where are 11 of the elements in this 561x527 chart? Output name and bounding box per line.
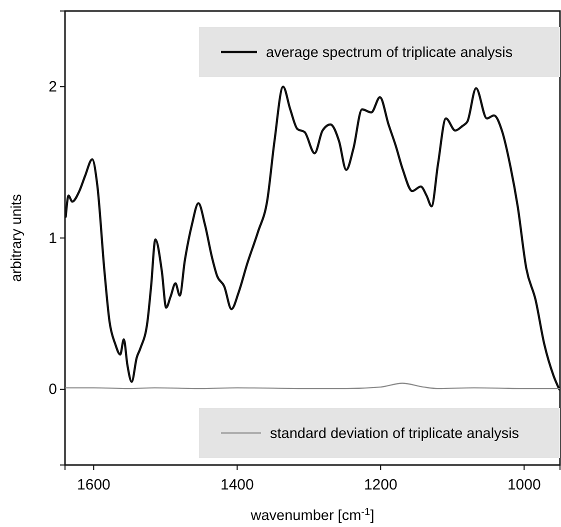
y-tick-label: 1 xyxy=(48,230,57,247)
legend-label: standard deviation of triplicate analysis xyxy=(270,426,520,442)
legend-label: average spectrum of triplicate analysis xyxy=(266,45,513,62)
y-tick-label: 0 xyxy=(48,381,57,398)
x-tick-label: 1200 xyxy=(364,476,398,494)
y-tick-label: 2 xyxy=(48,78,57,96)
x-tick-label: 1000 xyxy=(507,476,541,494)
x-tick-label: 1400 xyxy=(220,476,254,494)
y-axis-title: arbitrary units xyxy=(9,194,25,282)
x-tick-label: 1600 xyxy=(77,476,110,494)
x-axis-title: wavenumber [cm$^{-1}$] xyxy=(250,506,374,524)
